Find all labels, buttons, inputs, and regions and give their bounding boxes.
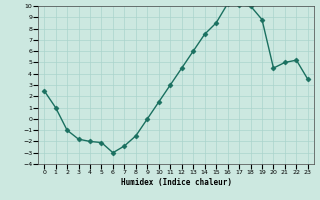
X-axis label: Humidex (Indice chaleur): Humidex (Indice chaleur) xyxy=(121,178,231,187)
